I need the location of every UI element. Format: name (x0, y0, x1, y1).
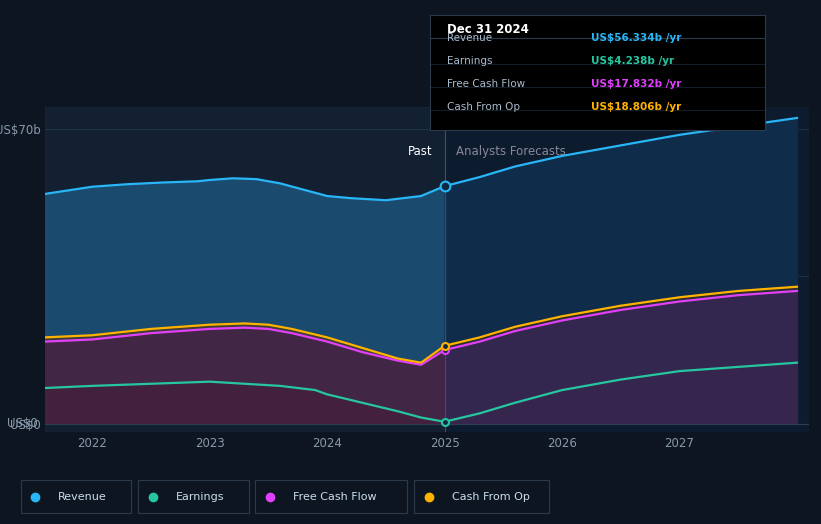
Text: US$18.806b /yr: US$18.806b /yr (591, 102, 681, 112)
Text: Free Cash Flow: Free Cash Flow (293, 492, 377, 502)
Text: Cash From Op: Cash From Op (447, 102, 520, 112)
Text: US$0: US$0 (7, 417, 38, 430)
Text: Revenue: Revenue (58, 492, 107, 502)
Text: Earnings: Earnings (447, 56, 493, 66)
Bar (45, 107, 444, 432)
Text: US$4.238b /yr: US$4.238b /yr (591, 56, 674, 66)
Text: Past: Past (408, 145, 433, 158)
Text: Revenue: Revenue (447, 33, 492, 43)
Text: Cash From Op: Cash From Op (452, 492, 530, 502)
Text: US$17.832b /yr: US$17.832b /yr (591, 79, 681, 89)
Text: Free Cash Flow: Free Cash Flow (447, 79, 525, 89)
Text: US$56.334b /yr: US$56.334b /yr (591, 33, 681, 43)
Text: Analysts Forecasts: Analysts Forecasts (456, 145, 566, 158)
Text: Earnings: Earnings (176, 492, 224, 502)
Text: Dec 31 2024: Dec 31 2024 (447, 23, 529, 36)
